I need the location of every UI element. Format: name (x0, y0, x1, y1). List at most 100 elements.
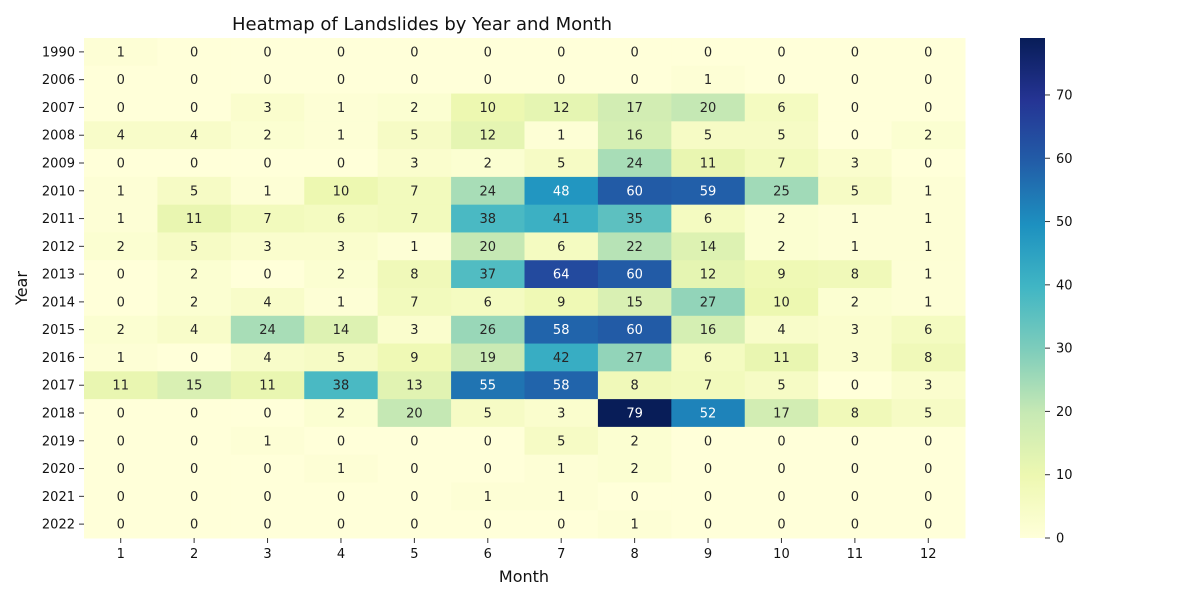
x-tick-label: 8 (630, 547, 638, 562)
heatmap-cell (451, 510, 525, 539)
heatmap-cell (671, 399, 746, 428)
cell-value-label: 6 (337, 212, 345, 227)
heatmap-cell (451, 260, 525, 289)
cell-value-label: 9 (777, 268, 785, 283)
heatmap-cell (891, 454, 966, 483)
cell-value-label: 26 (480, 323, 497, 338)
cell-value-label: 1 (704, 73, 712, 88)
cell-value-label: 2 (190, 268, 198, 283)
heatmap-cell (891, 65, 966, 95)
cell-value-label: 8 (410, 268, 418, 283)
heatmap-cell (377, 426, 452, 456)
heatmap-cell (524, 288, 599, 317)
colorbar (1020, 38, 1045, 538)
heatmap-cell (671, 288, 746, 317)
cell-value-label: 2 (117, 240, 125, 255)
cell-value-label: 0 (410, 490, 418, 505)
heatmap-cell (377, 65, 452, 95)
cell-value-label: 0 (924, 518, 932, 533)
colorbar-tick-label: 40 (1056, 278, 1073, 293)
cell-value-label: 2 (630, 434, 638, 449)
x-tick-label: 7 (557, 547, 565, 562)
colorbar-tick-label: 50 (1056, 215, 1073, 230)
heatmap-cell (157, 288, 232, 317)
heatmap-cell (451, 343, 525, 372)
cell-value-label: 0 (704, 462, 712, 477)
heatmap-cell (597, 343, 672, 372)
heatmap-cell (304, 288, 379, 317)
cell-value-label: 0 (337, 518, 345, 533)
heatmap-cell (524, 510, 599, 539)
cell-value-label: 1 (557, 490, 565, 505)
cell-value-label: 4 (777, 323, 785, 338)
heatmap-cell (744, 260, 819, 289)
heatmap-cell (377, 399, 452, 428)
heatmap-cell (744, 343, 819, 372)
heatmap-cell (744, 510, 819, 539)
cell-value-label: 16 (626, 129, 643, 144)
heatmap-cell (230, 65, 305, 95)
heatmap-cell (157, 426, 232, 456)
cell-value-label: 2 (630, 462, 638, 477)
cell-value-label: 1 (924, 212, 932, 227)
heatmap-cell (377, 204, 452, 233)
cell-value-label: 5 (851, 184, 859, 199)
cell-value-label: 0 (704, 518, 712, 533)
heatmap-cell (451, 121, 525, 150)
cell-value-label: 1 (337, 462, 345, 477)
heatmap-cell (451, 38, 525, 67)
cell-value-label: 1 (263, 434, 271, 449)
heatmap-cell (157, 399, 232, 428)
cell-value-label: 1 (851, 240, 859, 255)
heatmap-cell (451, 204, 525, 233)
cell-value-label: 41 (553, 212, 570, 227)
heatmap-cell (597, 149, 672, 178)
cell-value-label: 4 (190, 129, 198, 144)
heatmap-cell (157, 65, 232, 95)
heatmap-cell (891, 288, 966, 317)
cell-value-label: 1 (924, 295, 932, 310)
heatmap-cell (744, 454, 819, 483)
cell-value-label: 0 (924, 462, 932, 477)
heatmap-cell (597, 260, 672, 289)
colorbar-tick-label: 60 (1056, 152, 1073, 167)
y-axis-label: Year (12, 271, 31, 306)
cell-value-label: 9 (557, 295, 565, 310)
cell-value-label: 0 (263, 157, 271, 172)
cell-value-label: 0 (851, 434, 859, 449)
heatmap-cell (451, 371, 525, 400)
heatmap-cell (891, 399, 966, 428)
heatmap-cell (377, 176, 452, 206)
heatmap-cell (451, 454, 525, 483)
cell-value-label: 10 (480, 101, 497, 116)
y-tick-label: 2017 (42, 379, 75, 394)
heatmap-cell (157, 176, 232, 206)
colorbar-tick-label: 70 (1056, 88, 1073, 103)
cell-value-label: 0 (190, 351, 198, 366)
heatmap-cell (451, 399, 525, 428)
y-tick-label: 2014 (42, 295, 75, 310)
cell-value-label: 37 (480, 268, 497, 283)
cell-value-label: 27 (700, 295, 717, 310)
heatmap-cell (84, 38, 158, 67)
x-axis-ticks: 1 2 3 4 5 6 7 8 9 10 11 12 (117, 538, 937, 562)
heatmap-cell (671, 371, 746, 400)
heatmap-cell (304, 399, 379, 428)
y-tick-label: 2013 (42, 268, 75, 283)
heatmap-cell (230, 38, 305, 67)
cell-value-label: 7 (777, 157, 785, 172)
heatmap-cell (818, 371, 893, 400)
cell-value-label: 0 (190, 45, 198, 60)
cell-value-label: 0 (117, 462, 125, 477)
cell-value-label: 8 (851, 407, 859, 422)
heatmap-cell (818, 149, 893, 178)
heatmap-cell (230, 288, 305, 317)
cell-value-label: 2 (190, 295, 198, 310)
cell-value-label: 0 (851, 490, 859, 505)
cell-value-label: 1 (117, 212, 125, 227)
x-tick-label: 11 (847, 547, 864, 562)
cell-value-label: 8 (924, 351, 932, 366)
heatmap-cell (230, 260, 305, 289)
cell-value-label: 0 (484, 45, 492, 60)
